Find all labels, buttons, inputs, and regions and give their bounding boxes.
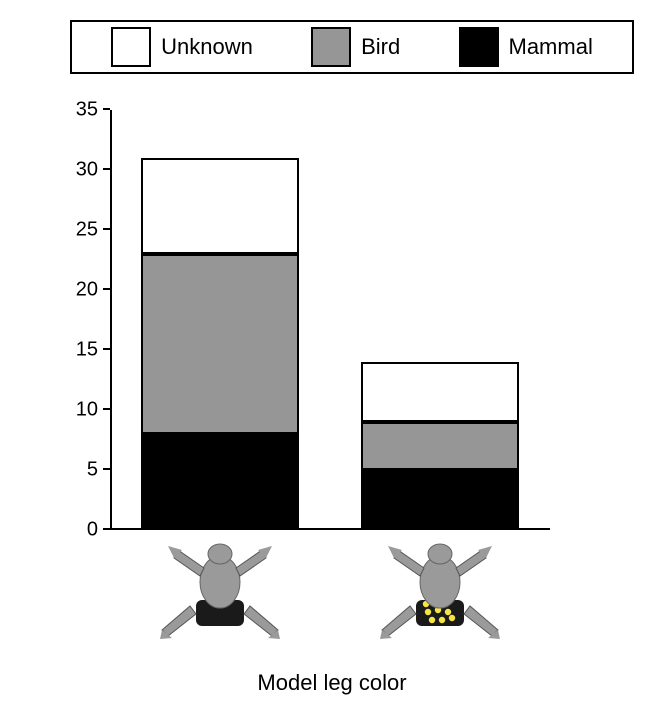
chart-container: Unknown Bird Mammal Number of attacked m… (0, 0, 664, 714)
y-tick-mark (103, 168, 110, 170)
y-axis-line (110, 110, 112, 530)
legend-item-bird: Bird (311, 27, 400, 67)
y-tick-mark (103, 408, 110, 410)
bar-segment-bird (141, 254, 299, 434)
bar-group (141, 110, 299, 530)
y-tick-label: 30 (76, 159, 110, 182)
y-tick-label: 35 (76, 99, 110, 122)
y-tick-label: 20 (76, 279, 110, 302)
y-tick-mark (103, 468, 110, 470)
y-tick-mark (103, 528, 110, 530)
bar-segment-mammal (141, 434, 299, 530)
y-tick-label: 15 (76, 339, 110, 362)
y-tick-mark (103, 288, 110, 290)
legend-item-unknown: Unknown (111, 27, 253, 67)
y-tick-label: 0 (87, 519, 110, 542)
legend-swatch-unknown (111, 27, 151, 67)
bar-segment-mammal (361, 470, 519, 530)
frog-model-black-legs (160, 540, 280, 640)
frog-model-yellow-spotted-legs (380, 540, 500, 640)
legend-item-mammal: Mammal (459, 27, 593, 67)
legend-label-unknown: Unknown (161, 34, 253, 60)
y-tick-mark (103, 348, 110, 350)
bar-segment-unknown (141, 158, 299, 254)
y-tick-label: 10 (76, 399, 110, 422)
x-axis-title: Model leg color (0, 670, 664, 696)
legend-box: Unknown Bird Mammal (70, 20, 634, 74)
y-tick-mark (103, 108, 110, 110)
bar-segment-unknown (361, 362, 519, 422)
legend-label-bird: Bird (361, 34, 400, 60)
plot-area: 05101520253035 (110, 110, 550, 530)
y-tick-label: 5 (87, 459, 110, 482)
y-tick-label: 25 (76, 219, 110, 242)
y-tick-mark (103, 228, 110, 230)
bar-group (361, 110, 519, 530)
legend-swatch-mammal (459, 27, 499, 67)
bar-segment-bird (361, 422, 519, 470)
legend-swatch-bird (311, 27, 351, 67)
legend-label-mammal: Mammal (509, 34, 593, 60)
